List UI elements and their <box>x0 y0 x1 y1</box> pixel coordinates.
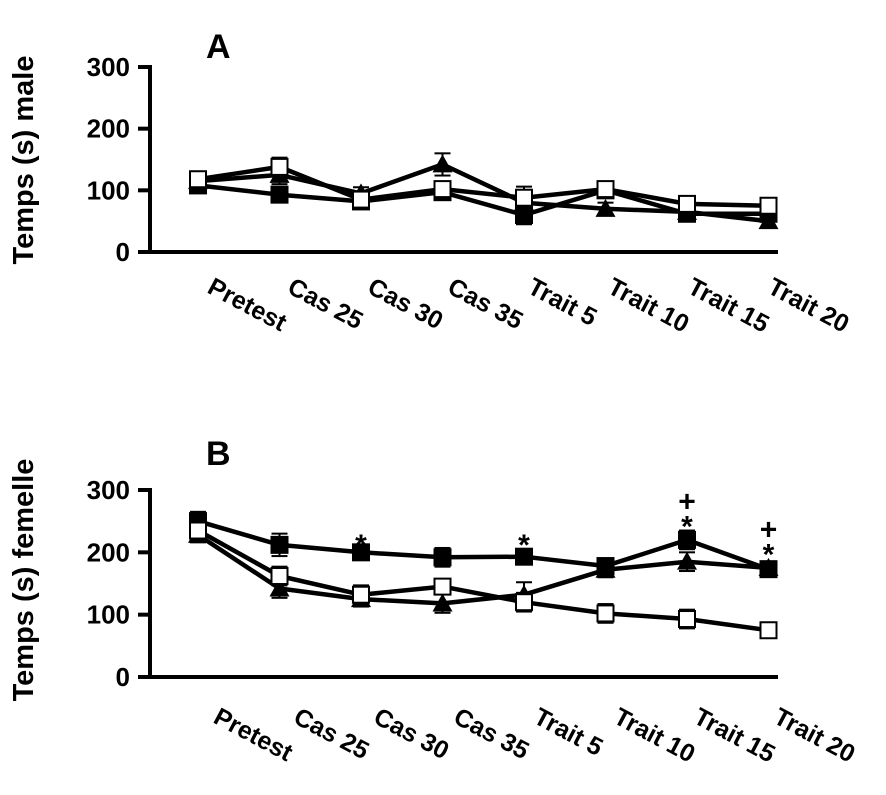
data-point <box>270 157 289 176</box>
x-tick-label: Cas 25 <box>289 703 373 766</box>
data-point <box>678 610 696 629</box>
data-point <box>432 154 453 173</box>
data-point <box>515 188 533 207</box>
data-point <box>269 578 290 597</box>
significance-mark: * <box>681 510 693 543</box>
significance-mark: * <box>518 529 530 562</box>
y-axis-label: Temps (s) male <box>8 56 40 265</box>
x-tick-label: Cas 35 <box>449 703 533 766</box>
data-point <box>595 198 616 217</box>
significance-mark: + <box>760 513 778 546</box>
data-point <box>432 593 453 612</box>
x-tick-label: Trait 10 <box>603 273 693 339</box>
data-point <box>270 185 289 204</box>
x-tick-label: Trait 20 <box>763 273 853 339</box>
data-point <box>515 593 533 612</box>
y-tick-label: 300 <box>87 475 130 505</box>
data-point <box>678 194 696 213</box>
x-tick-label: Cas 30 <box>363 273 447 336</box>
y-tick-label: 100 <box>87 175 130 205</box>
data-point <box>758 557 779 576</box>
data-point <box>596 604 615 623</box>
x-tick-label: Trait 15 <box>683 273 774 339</box>
data-point <box>677 551 697 570</box>
data-point <box>352 543 370 562</box>
y-tick-label: 200 <box>87 537 130 567</box>
data-point <box>678 530 696 549</box>
series-line <box>196 533 769 606</box>
data-point <box>433 180 452 199</box>
x-tick-label: Trait 10 <box>609 703 699 769</box>
data-point <box>270 567 289 586</box>
x-tick-label: Cas 30 <box>369 703 453 766</box>
series-line <box>196 528 769 633</box>
data-point <box>595 559 616 578</box>
data-point <box>352 585 370 604</box>
data-point <box>270 535 289 554</box>
significance-mark: * <box>355 529 367 562</box>
panel-label: A <box>206 28 231 66</box>
data-point <box>433 548 452 567</box>
x-tick-label: Trait 5 <box>529 703 607 762</box>
data-point <box>759 621 778 640</box>
x-tick-label: Pretest <box>209 703 298 768</box>
series-line <box>197 519 770 572</box>
significance-mark: + <box>678 485 696 518</box>
panel-label: B <box>206 435 231 473</box>
data-point <box>759 196 778 215</box>
x-tick-label: Trait 20 <box>769 703 859 769</box>
x-tick-label: Cas 25 <box>283 273 367 336</box>
data-point <box>596 180 615 199</box>
series-line <box>197 164 769 209</box>
x-tick-label: Trait 15 <box>689 703 780 769</box>
data-point <box>352 190 370 209</box>
data-point <box>758 211 779 230</box>
data-point <box>433 577 452 596</box>
y-tick-label: 200 <box>87 114 130 144</box>
x-tick-label: Cas 35 <box>443 273 527 336</box>
series-line <box>197 162 769 224</box>
y-axis-label: Temps (s) femelle <box>8 459 40 702</box>
x-tick-label: Pretest <box>203 273 292 338</box>
x-tick-label: Trait 5 <box>523 273 601 332</box>
y-tick-label: 300 <box>87 52 130 82</box>
significance-mark: * <box>763 538 775 571</box>
y-tick-label: 0 <box>116 662 130 692</box>
data-point <box>515 547 533 566</box>
y-tick-label: 100 <box>87 600 130 630</box>
data-point <box>189 521 207 540</box>
y-tick-label: 0 <box>116 237 130 267</box>
data-point <box>189 170 207 189</box>
